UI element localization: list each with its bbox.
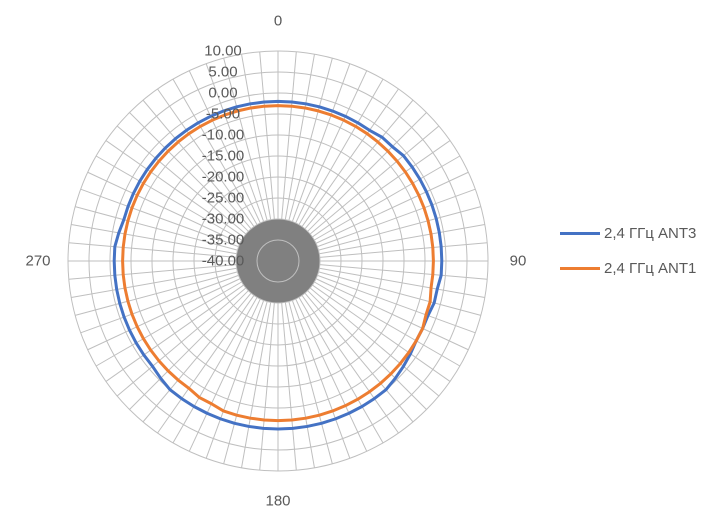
legend-label: 2,4 ГГц ANT1 [604, 260, 696, 277]
radial-tick-label: -30.00 [202, 211, 245, 228]
radial-tick-label: -10.00 [202, 127, 245, 144]
radial-tick-label: -20.00 [202, 169, 245, 186]
angle-label: 270 [25, 253, 50, 270]
radial-tick-label: -35.00 [202, 232, 245, 249]
polar-chart-container: 2,4 ГГц ANT3 2,4 ГГц ANT1 10.00 5.00 0.00 -5… [0, 0, 719, 522]
angle-label: 180 [265, 493, 290, 510]
legend-item: 2,4 ГГц ANT1 [560, 260, 696, 277]
radial-tick-label: -25.00 [202, 190, 245, 207]
legend-label: 2,4 ГГц ANT3 [604, 225, 696, 242]
chart-legend: 2,4 ГГц ANT3 2,4 ГГц ANT1 [560, 225, 696, 295]
radial-tick-label: -5.00 [206, 106, 240, 123]
radial-tick-label: 0.00 [208, 85, 237, 102]
legend-swatch [560, 232, 600, 235]
angle-label: 0 [274, 13, 282, 30]
radial-tick-label: -15.00 [202, 148, 245, 165]
angle-label: 90 [510, 253, 527, 270]
radial-tick-label: 10.00 [204, 43, 242, 60]
legend-swatch [560, 267, 600, 270]
legend-item: 2,4 ГГц ANT3 [560, 225, 696, 242]
radial-tick-label: 5.00 [208, 64, 237, 81]
radial-tick-label: -40.00 [202, 253, 245, 270]
